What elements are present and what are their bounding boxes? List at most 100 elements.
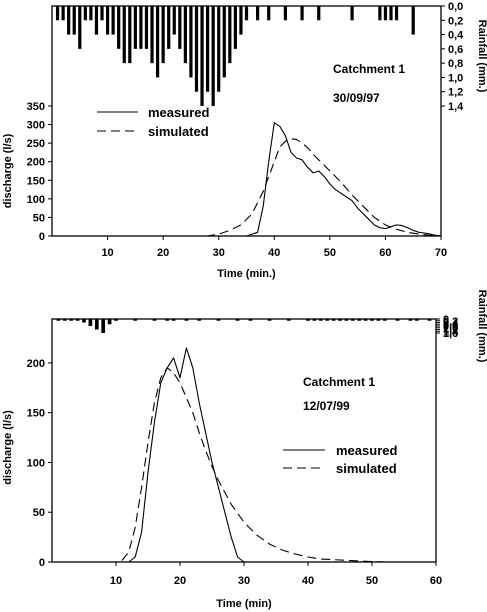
x-tick-label: 70 <box>435 247 447 259</box>
rainfall-bar <box>222 6 226 78</box>
x-tick-label: 60 <box>379 247 391 259</box>
rain-tick-label: 0,4 <box>448 30 464 42</box>
rainfall-bar <box>411 6 415 35</box>
rain-tick-label: 1,0 <box>443 323 458 335</box>
rain-tick-label: 0,8 <box>448 58 463 70</box>
x-tick-label: 30 <box>238 575 250 587</box>
rainfall-bar <box>128 6 132 64</box>
rainfall-bar <box>67 6 71 35</box>
rain-tick-label: 0,6 <box>443 319 458 331</box>
rainfall-bar <box>200 6 204 106</box>
legend-label-simulated: simulated <box>336 461 397 476</box>
x-tick-label: 50 <box>324 247 336 259</box>
rainfall-bar <box>114 319 118 321</box>
x-tick-label: 30 <box>213 247 225 259</box>
rainfall-bar <box>235 319 240 321</box>
rain-tick-label: 0 <box>443 314 449 326</box>
y-tick-label: 0 <box>39 231 45 243</box>
rainfall-bar <box>172 6 176 35</box>
x-tick-label: 20 <box>174 575 186 587</box>
rainfall-bar <box>94 6 99 35</box>
rainfall-bar <box>300 6 304 21</box>
rain-tick-label: 0,8 <box>443 321 458 333</box>
y-tick-label: 50 <box>33 212 45 224</box>
y-tick-label: 100 <box>27 194 45 206</box>
legend-label-measured: measured <box>148 105 209 120</box>
x-tick-label: 20 <box>157 247 169 259</box>
rainfall-bar <box>100 6 104 21</box>
series-line-measured <box>52 122 442 237</box>
x-axis-label: Time (min.) <box>217 268 276 280</box>
rainfall-bar <box>111 6 115 35</box>
rainfall-bar <box>61 6 65 21</box>
plot-frame <box>51 318 437 563</box>
rainfall-bar <box>331 319 336 321</box>
rainfall-bar <box>357 319 362 321</box>
rainfall-bar <box>395 319 400 321</box>
y-tick-label: 150 <box>27 408 45 420</box>
series-line-simulated <box>52 367 436 563</box>
x-tick-label: 60 <box>430 575 442 587</box>
rainfall-bar <box>363 319 368 321</box>
rainfall-bar <box>350 6 354 21</box>
rainfall-bar <box>144 6 149 49</box>
y-tick-label: 100 <box>27 457 45 469</box>
rainfall-bar <box>205 6 210 92</box>
rainfall-bar <box>216 319 221 321</box>
rainfall-bar <box>325 319 330 321</box>
rainfall-bar <box>244 6 249 21</box>
rainfall-bar <box>194 6 199 92</box>
rainfall-bar <box>414 319 419 321</box>
y-tick-label: 300 <box>27 120 45 132</box>
rain-tick-label: 0,2 <box>443 316 458 328</box>
legend-label-measured: measured <box>336 443 397 458</box>
rainfall-bar <box>72 6 76 35</box>
rain-tick-label: 0,6 <box>448 44 463 56</box>
x-tick-label: 50 <box>366 575 378 587</box>
rainfall-bar <box>133 319 138 321</box>
rainfall-bar <box>217 6 221 92</box>
rainfall-bar <box>89 6 93 21</box>
rainfall-bar <box>178 6 182 49</box>
rainfall-bar <box>427 319 432 321</box>
x-tick-label: 40 <box>268 247 280 259</box>
rainfall-bar <box>165 319 170 321</box>
rain-tick-label: 1,0 <box>448 72 463 84</box>
y-tick-label: 50 <box>33 507 45 519</box>
rainfall-bar <box>233 6 237 49</box>
y-tick-label: 150 <box>27 175 45 187</box>
rainfall-bar <box>83 6 87 21</box>
rainfall-bar <box>378 6 382 21</box>
panel-top-30-09-97: 0,0 0,2 0,4 0,6 0,8 1,0 1,2 1,4 Rainfall (mm.) 0 5… <box>2 1 487 280</box>
rainfall-bar <box>318 319 323 321</box>
rainfall-bar <box>267 319 272 321</box>
rainfall-bar <box>161 6 165 64</box>
rainfall-bar <box>75 319 80 321</box>
rainfall-bar <box>286 319 291 321</box>
rainfall-bar <box>82 319 86 323</box>
rainfall-bar <box>344 319 349 321</box>
rainfall-bar <box>350 319 355 321</box>
rainfall-bar <box>122 6 126 64</box>
panel-bottom-12-07-99: 00,20,40,60,81,01,21,41,6 Rainfall (mm.)0… <box>2 290 487 610</box>
legend-label-simulated: simulated <box>148 124 209 139</box>
plot-frame <box>51 5 442 237</box>
rainfall-bar <box>317 6 321 21</box>
y-tick-label: 350 <box>27 101 45 113</box>
x-tick-label: 10 <box>110 575 122 587</box>
rainfall-bar <box>389 6 393 21</box>
rain-tick-label: 1,4 <box>443 326 459 338</box>
x-axis-label: Time (min) <box>216 598 272 610</box>
rainfall-bar <box>139 6 143 49</box>
rainfall-bar <box>312 319 317 321</box>
rainfall-axis-label: Rainfall (mm.) <box>476 290 487 363</box>
rain-tick-label: 1,2 <box>443 325 458 337</box>
rainfall-bar <box>171 319 176 321</box>
rainfall-bar <box>283 6 288 21</box>
rainfall-bar <box>394 6 399 21</box>
rain-tick-label: 1,6 <box>443 328 458 340</box>
rainfall-bar <box>155 6 160 78</box>
annotation-catchment: Catchment 1 <box>333 62 405 76</box>
discharge-axis-label: discharge (l/s) <box>2 133 14 208</box>
